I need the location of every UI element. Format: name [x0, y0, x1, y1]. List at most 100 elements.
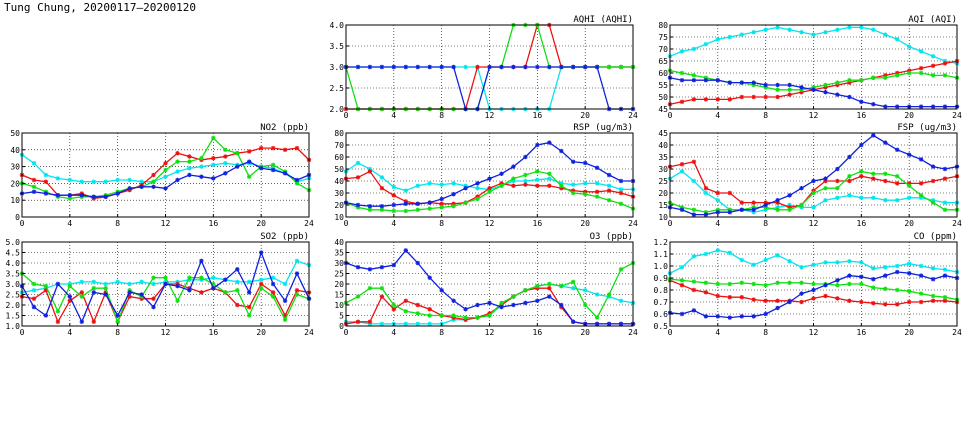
data-point-marker: [499, 183, 504, 189]
y-tick-label: 3.5: [330, 42, 345, 51]
data-point-marker: [930, 63, 936, 69]
data-point-marker: [451, 203, 456, 209]
y-tick-label: 40: [10, 146, 20, 155]
data-point-marker: [763, 298, 768, 303]
data-point-marker: [211, 286, 216, 291]
data-point-marker: [835, 195, 840, 201]
data-point-marker: [606, 321, 612, 327]
data-point-marker: [787, 280, 792, 285]
data-point-marker: [739, 257, 744, 263]
y-tick-label: 45: [658, 129, 668, 138]
data-point-marker: [451, 298, 456, 303]
data-point-marker: [79, 294, 85, 299]
data-point-marker: [43, 179, 49, 184]
data-point-marker: [127, 186, 132, 191]
data-point-marker: [246, 149, 252, 154]
data-point-marker: [871, 27, 876, 32]
y-tick-label: 10: [658, 213, 668, 222]
data-point-marker: [594, 321, 600, 327]
data-point-marker: [391, 184, 396, 190]
data-point-marker: [79, 319, 85, 324]
data-point-marker: [294, 258, 300, 264]
data-point-marker: [115, 313, 120, 318]
data-point-marker: [559, 148, 564, 154]
data-point-marker: [235, 302, 240, 308]
data-point-marker: [907, 70, 912, 76]
data-point-marker: [715, 197, 720, 203]
y-tick-label: 15: [334, 291, 344, 300]
y-tick-label: 20: [334, 201, 344, 210]
x-tick-label: 16: [857, 219, 867, 228]
data-point-marker: [139, 292, 144, 297]
data-point-marker: [127, 290, 132, 295]
data-point-marker: [679, 70, 685, 76]
data-point-marker: [403, 321, 408, 327]
x-tick-label: 12: [161, 328, 171, 337]
data-point-marker: [691, 97, 697, 102]
data-point-marker: [259, 286, 264, 291]
data-point-marker: [883, 265, 888, 270]
y-tick-label: 80: [334, 129, 344, 138]
data-point-marker: [787, 259, 792, 264]
data-point-marker: [223, 154, 228, 159]
data-point-marker: [583, 191, 588, 197]
data-point-marker: [403, 188, 408, 193]
data-point-marker: [739, 280, 744, 285]
data-point-marker: [294, 177, 300, 183]
x-tick-label: 12: [485, 219, 495, 228]
data-point-marker: [775, 87, 780, 93]
data-point-marker: [547, 286, 552, 291]
data-point-marker: [427, 307, 432, 312]
data-point-marker: [835, 185, 840, 191]
data-point-marker: [559, 64, 564, 70]
data-point-marker: [691, 254, 697, 259]
data-point-marker: [930, 178, 936, 184]
data-point-marker: [775, 94, 780, 100]
data-point-marker: [571, 159, 576, 165]
data-point-marker: [211, 155, 216, 161]
data-point-marker: [763, 82, 768, 88]
data-point-marker: [799, 299, 804, 305]
data-point-marker: [618, 178, 624, 184]
data-point-marker: [811, 262, 816, 267]
y-tick-label: 1.1: [654, 250, 669, 259]
x-tick-label: 20: [580, 111, 590, 120]
data-point-marker: [775, 82, 780, 88]
data-point-marker: [270, 275, 276, 280]
data-point-marker: [859, 142, 864, 148]
data-point-marker: [727, 295, 732, 300]
x-tick-label: 4: [715, 111, 720, 120]
data-point-marker: [775, 197, 780, 203]
data-point-marker: [847, 298, 852, 303]
data-point-marker: [270, 145, 276, 151]
data-point-marker: [463, 200, 468, 205]
x-tick-label: 8: [115, 219, 120, 228]
data-point-marker: [403, 309, 408, 314]
data-point-marker: [391, 193, 396, 198]
data-point-marker: [355, 202, 361, 208]
x-tick-label: 16: [209, 328, 219, 337]
data-point-marker: [499, 171, 504, 177]
data-point-marker: [571, 319, 576, 324]
x-tick-label: 0: [668, 328, 673, 337]
data-point-marker: [859, 169, 864, 174]
data-point-marker: [859, 260, 864, 265]
data-point-marker: [847, 273, 852, 278]
data-point-marker: [246, 304, 252, 310]
y-tick-label: 3.0: [6, 280, 21, 289]
data-point-marker: [43, 313, 49, 318]
data-point-marker: [571, 279, 576, 285]
data-point-marker: [559, 283, 564, 289]
data-point-marker: [679, 265, 685, 270]
data-point-marker: [679, 311, 685, 317]
data-point-marker: [835, 260, 840, 265]
data-point-marker: [799, 85, 804, 90]
y-tick-label: 3.0: [330, 63, 345, 72]
x-tick-label: 16: [533, 328, 543, 337]
data-point-marker: [523, 64, 528, 70]
data-point-marker: [487, 313, 492, 318]
chart-title-o3: O3 (ppb): [590, 232, 633, 242]
data-point-marker: [895, 181, 900, 186]
y-tick-label: 35: [334, 249, 344, 258]
data-point-marker: [691, 178, 697, 184]
